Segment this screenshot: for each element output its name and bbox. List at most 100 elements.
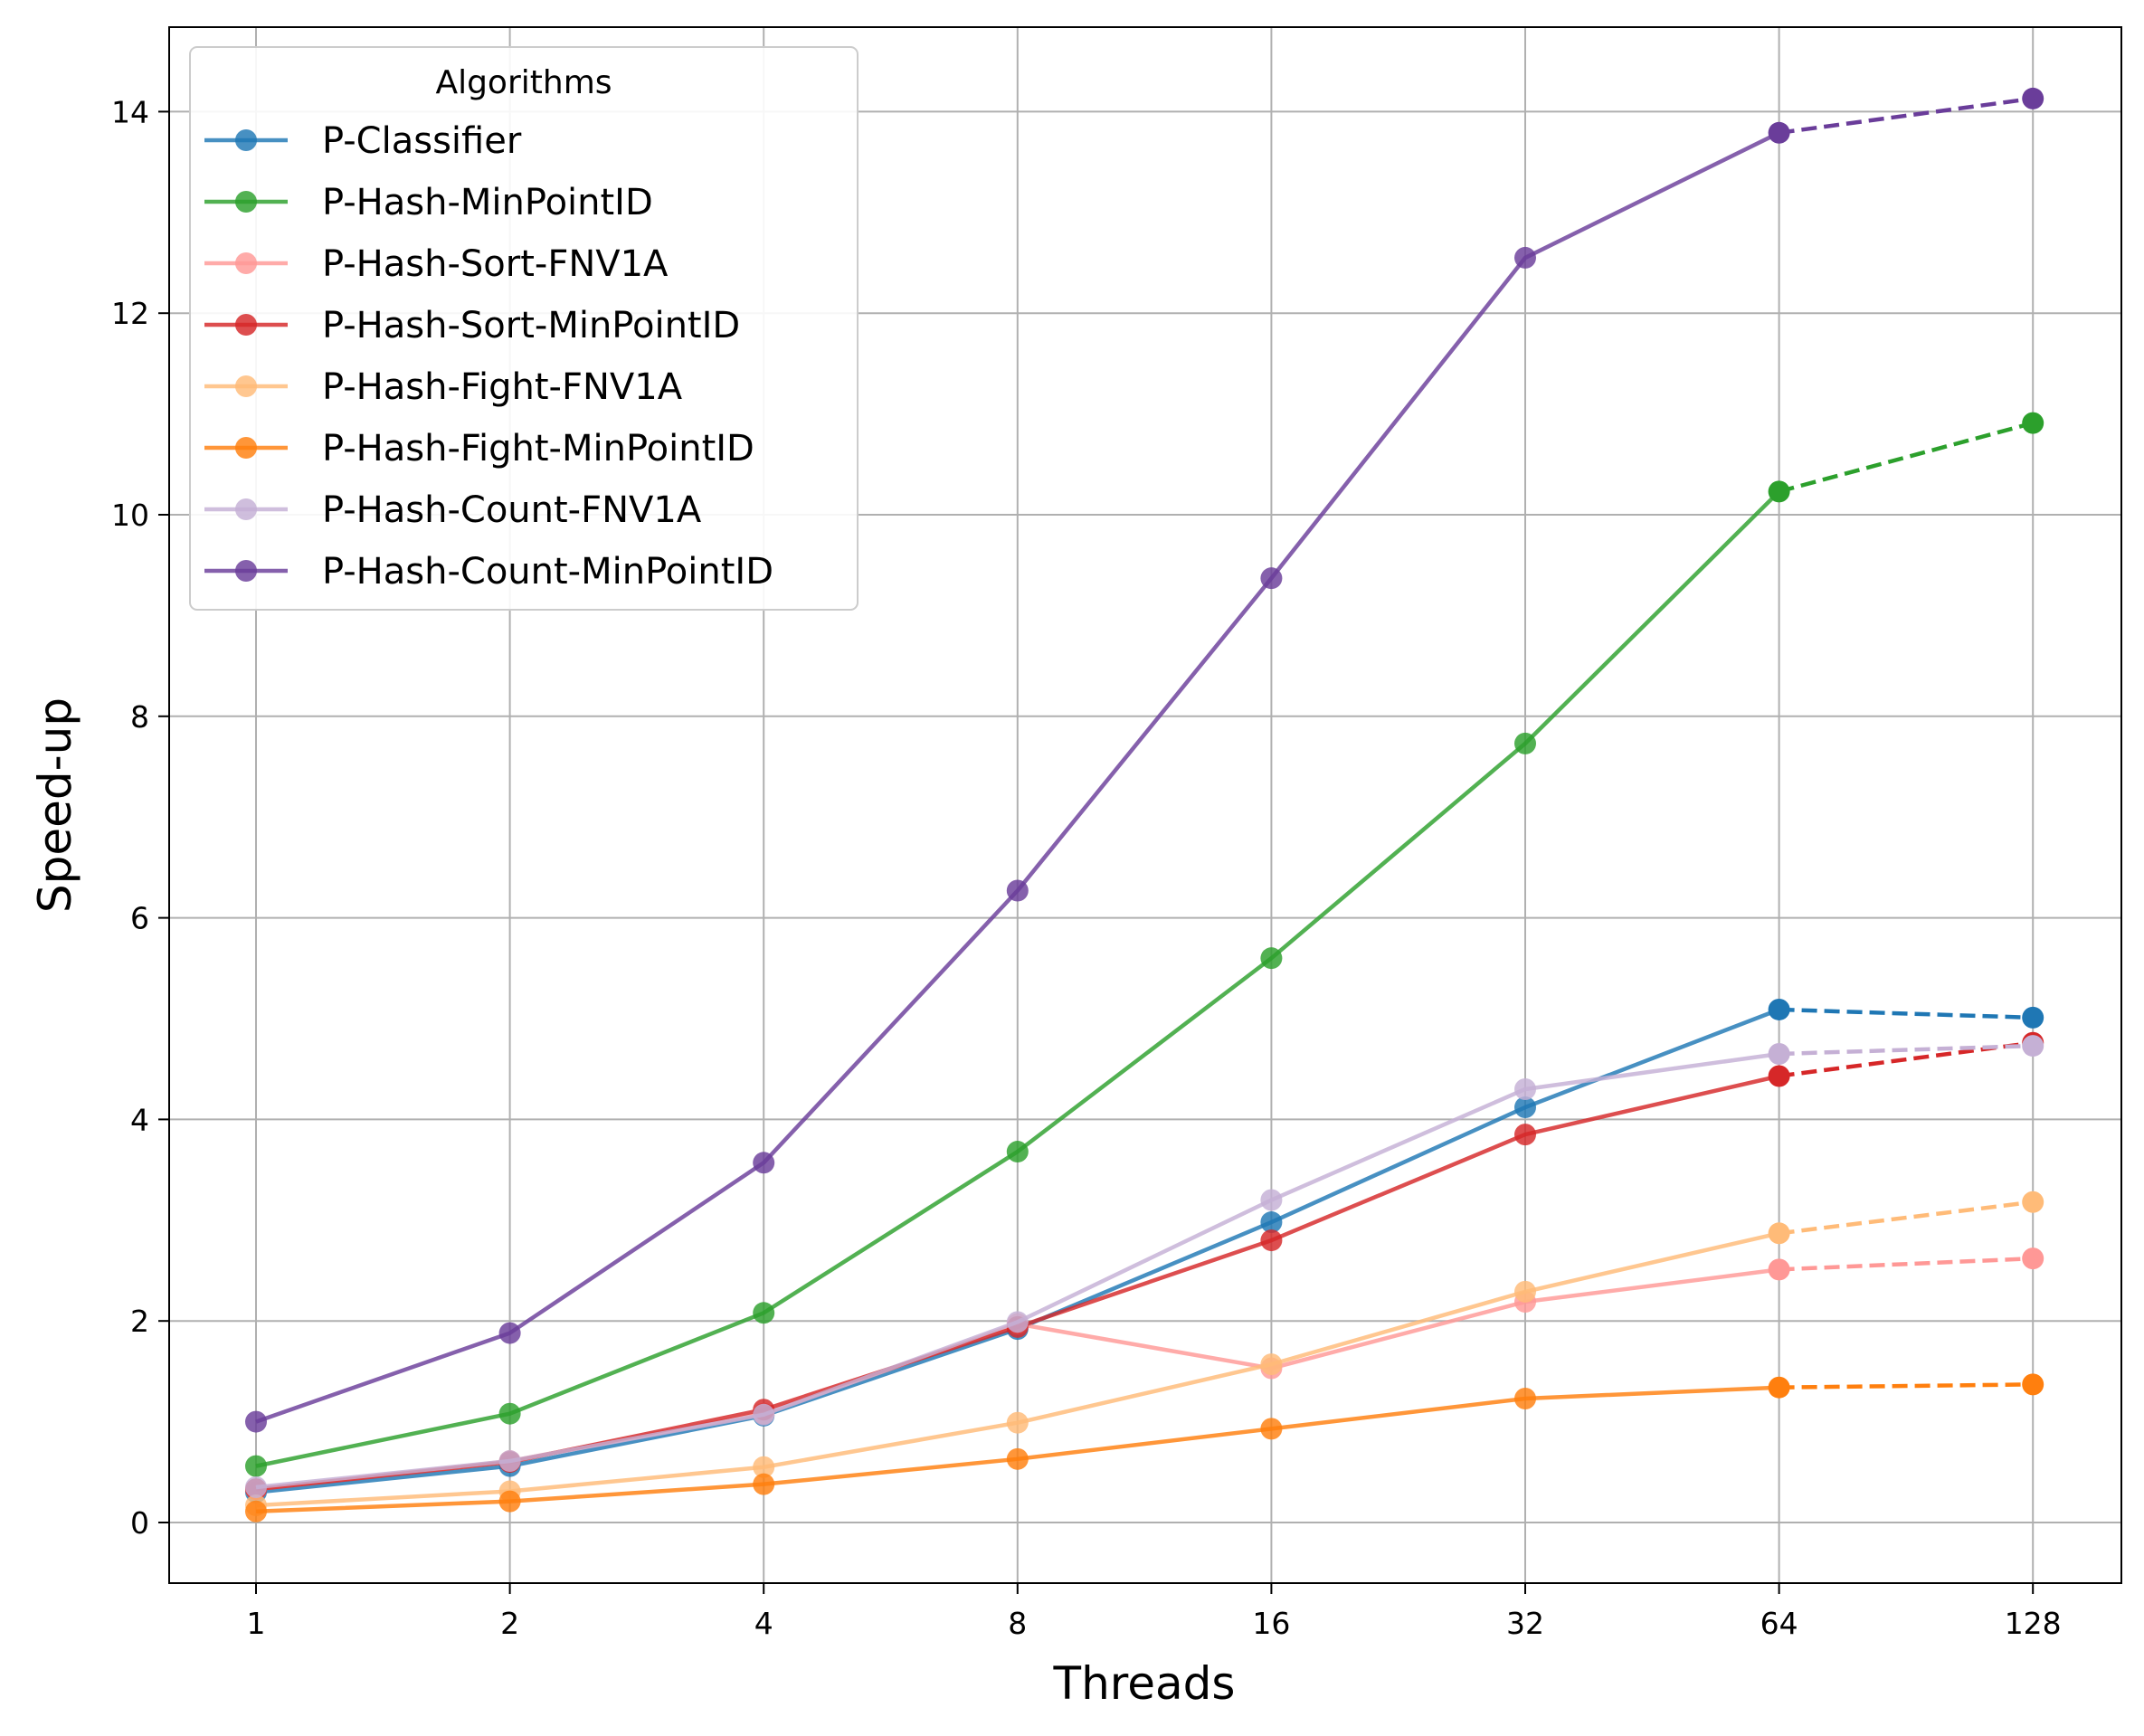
data-point [498,1490,521,1513]
y-tick-label: 2 [130,1304,149,1339]
x-tick-label: 128 [2005,1606,2062,1641]
series [245,1035,2044,1499]
x-tick-label: 4 [754,1606,773,1641]
legend-entry: P-Hash-Sort-FNV1A [204,243,669,285]
data-point [1514,1077,1536,1100]
y-tick-label: 10 [111,498,149,533]
data-point [245,1500,267,1523]
series-dashed-segment [1779,1382,2034,1390]
legend-entry: P-Classifier [204,120,522,162]
legend-swatch-marker [235,314,257,336]
data-point [1006,1311,1029,1333]
legend-entry: P-Hash-Fight-MinPointID [204,428,754,470]
legend-label: P-Hash-Fight-MinPointID [322,428,754,470]
y-tick-label: 14 [111,94,149,129]
data-point [1514,1387,1536,1409]
data-point [2022,412,2044,434]
series-dashed-segment [1779,1200,2034,1236]
data-point [1260,1189,1283,1211]
data-point [2022,1006,2044,1029]
legend-label: P-Hash-Count-FNV1A [322,489,702,531]
data-point [1006,1141,1029,1163]
legend-swatch-marker [235,129,257,151]
legend-box [189,46,859,611]
data-point [1768,1376,1790,1399]
y-tick-label: 8 [130,699,149,735]
data-point [1006,1411,1029,1434]
legend-swatch-marker [235,375,257,397]
legend-label: P-Hash-Sort-MinPointID [322,305,740,346]
data-point [1260,1229,1283,1252]
series-dashed-segment [1779,1007,2034,1020]
data-point [753,1473,775,1495]
x-tick-label: 2 [500,1606,519,1641]
data-point [1514,1124,1536,1146]
legend-swatch-marker [235,252,257,274]
series-dashed-segment [1779,96,2034,136]
y-tick-label: 0 [130,1505,149,1541]
series [245,412,2044,1477]
data-point [1514,246,1536,269]
data-point [753,1302,775,1324]
series-dashed-segment [1779,1043,2034,1057]
x-axis: 1 2 4 8 16 32 64 128 [247,1583,2062,1641]
x-axis-title: Threads [1053,1657,1236,1710]
data-point [498,1402,521,1425]
y-tick-label: 6 [130,901,149,936]
data-point [1768,480,1790,503]
x-tick-label: 8 [1008,1606,1027,1641]
y-axis: 0 2 4 6 8 10 12 14 [111,94,169,1541]
series [245,87,2044,1433]
legend-swatch-marker [235,560,257,582]
data-point [1260,567,1283,590]
data-point [1514,732,1536,754]
legend-label: P-Hash-Count-MinPointID [322,551,773,593]
data-point [1260,1353,1283,1376]
y-axis-title: Speed-up [29,697,81,913]
series-dashed-segment [1779,1256,2034,1272]
data-point [2022,1247,2044,1270]
data-point [1514,1096,1536,1119]
data-point [1768,998,1790,1020]
legend-entry: P-Hash-Sort-MinPointID [204,305,740,346]
legend-entry: P-Hash-MinPointID [204,182,653,223]
data-point [2022,1191,2044,1213]
data-point [1768,1222,1790,1245]
data-point [498,1450,521,1473]
legend-entry: P-Hash-Fight-FNV1A [204,366,683,408]
data-point [2022,87,2044,109]
data-point [1768,1042,1790,1065]
data-point [245,1476,267,1499]
x-tick-label: 32 [1506,1606,1544,1641]
legend-entry: P-Hash-Count-FNV1A [204,489,702,531]
series [245,1373,2044,1523]
legend-label: P-Classifier [322,120,522,162]
data-point [1006,1447,1029,1470]
legend-label: P-Hash-MinPointID [322,182,653,223]
data-point [498,1322,521,1344]
data-point [753,1403,775,1426]
x-tick-label: 64 [1760,1606,1798,1641]
data-point [1006,879,1029,902]
data-point [1768,1258,1790,1281]
legend-swatch-marker [235,498,257,520]
legend-swatch-marker [235,437,257,459]
series-dashed-segment [1779,421,2034,494]
data-point [1768,121,1790,144]
data-point [1260,1418,1283,1440]
legend-title: Algorithms [435,64,612,101]
data-point [753,1456,775,1478]
legend-entry: P-Hash-Count-MinPointID [204,551,773,593]
data-point [1260,947,1283,970]
data-point [753,1152,775,1174]
legend: Algorithms P-Classifier P-Hash-MinPointID… [189,46,859,611]
legend-swatch-marker [235,191,257,213]
y-tick-label: 4 [130,1102,149,1137]
legend-label: P-Hash-Fight-FNV1A [322,366,683,408]
series-lines [245,87,2044,1523]
plot-area-frame [168,26,2122,1584]
data-point [245,1410,267,1433]
y-tick-label: 12 [111,296,149,331]
data-point [2022,1035,2044,1058]
